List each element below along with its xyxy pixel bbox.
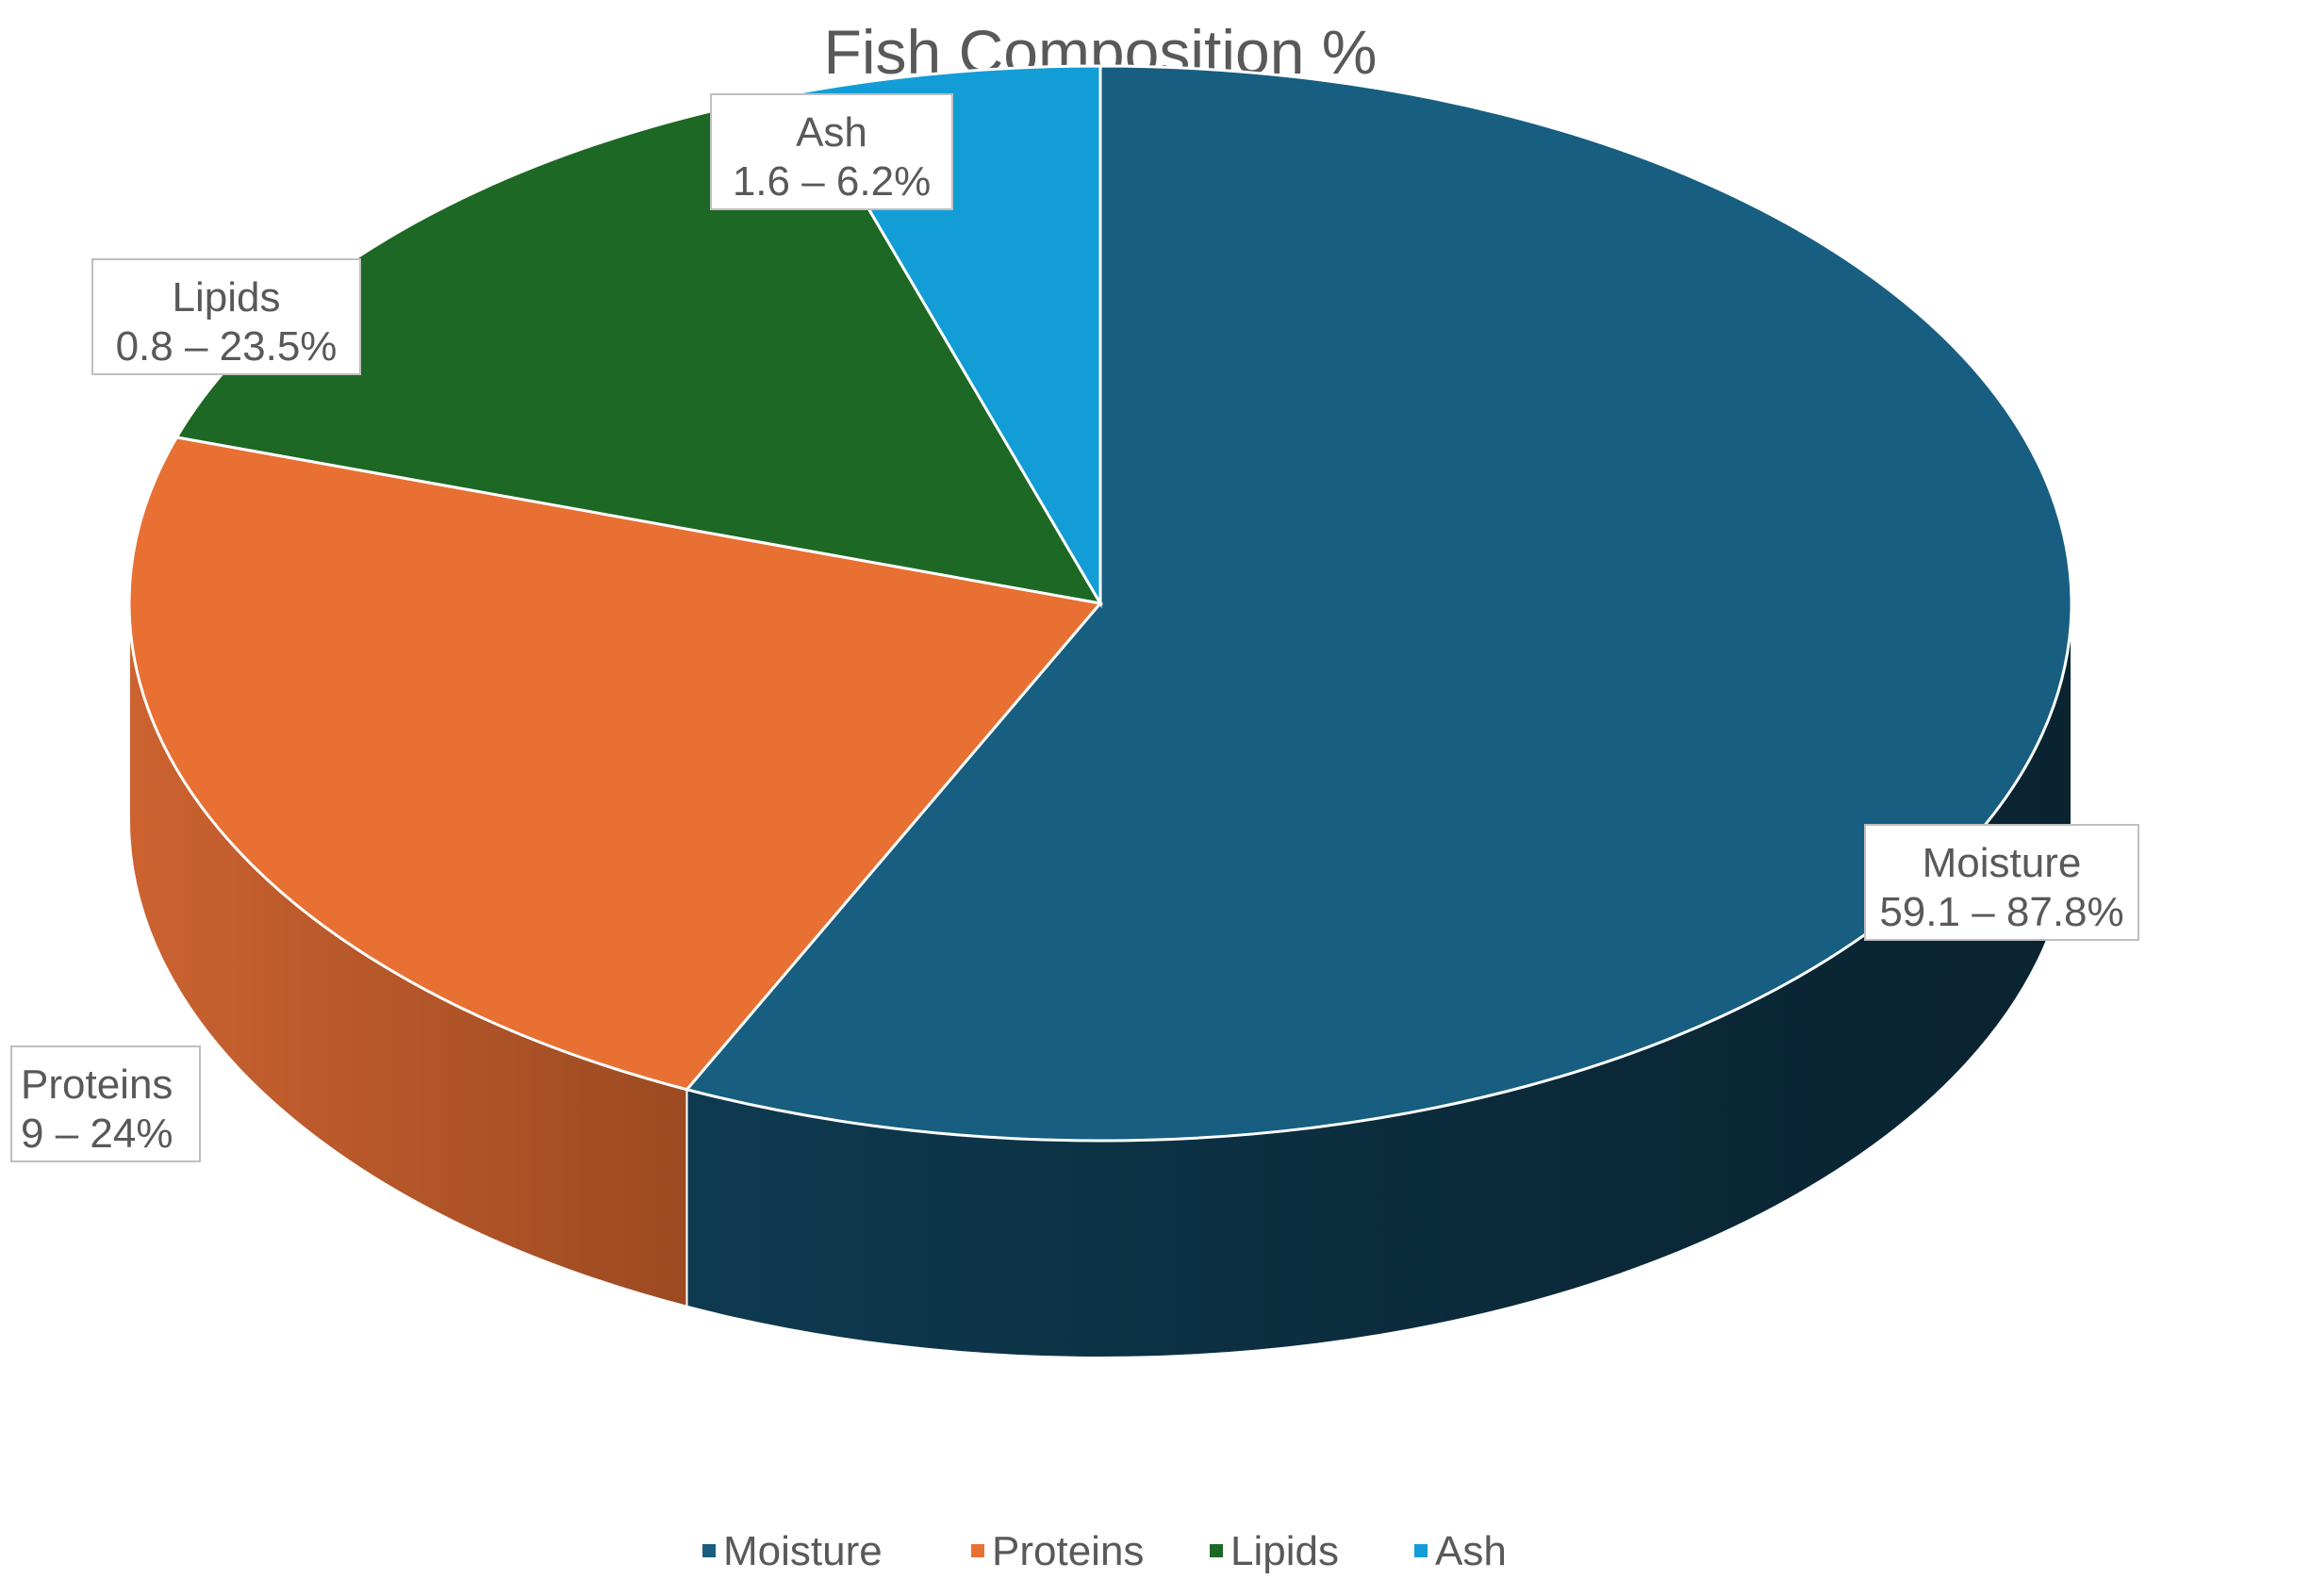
legend-label: Proteins [992,1528,1144,1574]
legend-swatch [1210,1544,1223,1557]
data-label-name: Proteins [21,1061,173,1108]
data-label-range: 0.8 – 23.5% [116,323,338,370]
legend-swatch [971,1544,984,1557]
legend-item-ash: Ash [1414,1528,1507,1574]
legend-label: Moisture [723,1528,883,1574]
pie-slice-proteins [127,436,1103,1092]
data-label-range: 9 – 24% [21,1111,173,1157]
data-label-range: 59.1 – 87.8% [1879,889,2123,935]
pie-slice-moisture [684,64,2073,1143]
data-label-name: Ash [796,109,867,156]
pie-slices [127,64,2073,1143]
legend-item-proteins: Proteins [971,1528,1144,1574]
pie-slice-lipids [174,90,1103,606]
legend-swatch [702,1544,716,1557]
data-label-name: Moisture [1923,840,2082,886]
legend-item-lipids: Lipids [1210,1528,1339,1574]
legend: Moisture Proteins Lipids Ash [702,1528,1507,1574]
legend-label: Lipids [1230,1528,1339,1574]
legend-label: Ash [1435,1528,1507,1574]
legend-item-moisture: Moisture [702,1528,883,1574]
data-label-range: 1.6 – 6.2% [733,158,931,205]
data-label-name: Lipids [173,274,281,321]
legend-swatch [1414,1544,1428,1557]
